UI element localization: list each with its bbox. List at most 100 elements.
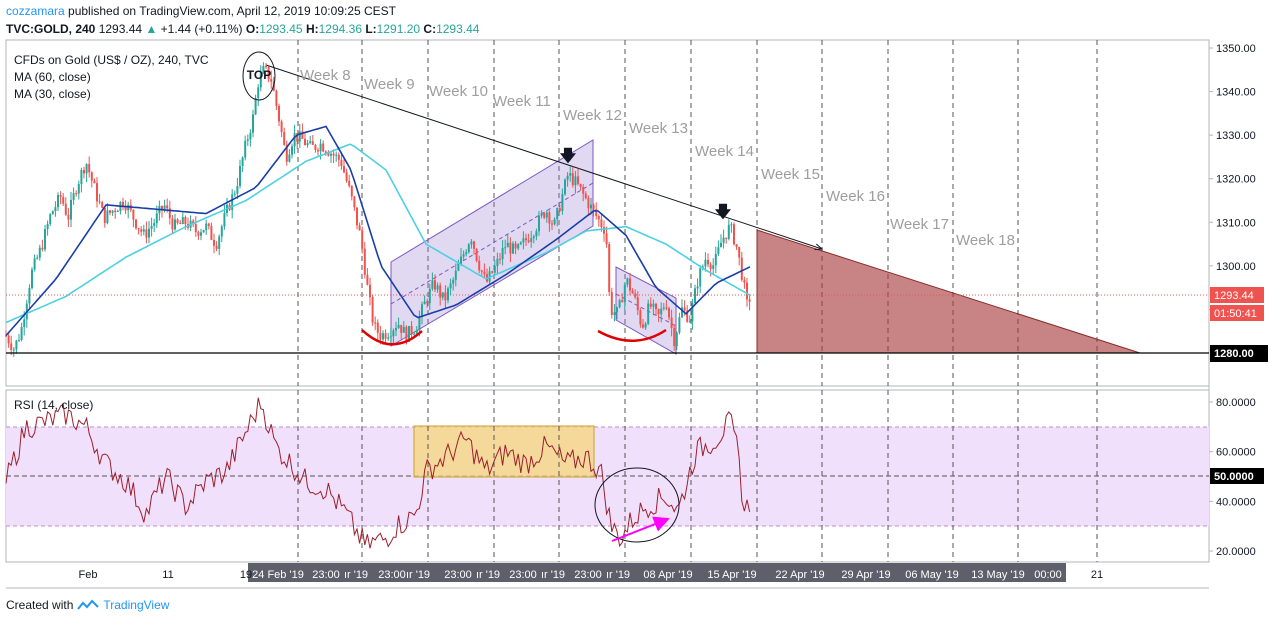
- divergence-arrow: [611, 516, 670, 542]
- candle-body: [371, 297, 374, 323]
- candle-body: [501, 247, 504, 260]
- candle-body: [174, 219, 176, 230]
- candle-body: [184, 217, 187, 225]
- week-label: Week 16: [826, 188, 885, 205]
- candle-body: [428, 288, 431, 304]
- candle-body: [452, 279, 455, 284]
- candle-body: [285, 144, 288, 162]
- candle-body: [462, 254, 465, 257]
- candle-body: [662, 307, 665, 309]
- candle-body: [171, 218, 174, 230]
- ma30-line: [5, 125, 751, 337]
- candle-body: [101, 202, 104, 208]
- rsi-line: [5, 397, 751, 549]
- candle-body: [70, 199, 72, 220]
- candle-body: [639, 310, 642, 325]
- time-label: 21: [1091, 569, 1103, 581]
- candle-body: [218, 236, 221, 249]
- candle-body: [93, 180, 96, 184]
- candle-body: [275, 90, 278, 106]
- candle-body: [168, 208, 171, 219]
- candle-body: [345, 172, 348, 181]
- rsi-tick-label: 80.0000: [1216, 397, 1256, 409]
- candle-body: [561, 194, 564, 211]
- price-axis: 1350.00 1340.00 1330.00 1320.00 1310.00 1300.…: [1209, 43, 1256, 316]
- candle-body: [551, 223, 553, 225]
- candle-body: [7, 335, 10, 344]
- tradingview-brand[interactable]: TradingView: [103, 598, 170, 612]
- candle-body: [400, 324, 403, 333]
- candle-body: [577, 176, 579, 184]
- candle-body: [465, 252, 468, 255]
- support-text: 1280.00: [1214, 348, 1254, 360]
- candle-body: [564, 179, 566, 195]
- candle-body: [363, 248, 366, 275]
- candle-body: [122, 201, 124, 207]
- author-name[interactable]: cozzamara: [6, 4, 65, 18]
- time-label: 00:00: [1034, 569, 1062, 581]
- candle-body: [488, 271, 491, 282]
- candle-body: [506, 242, 509, 248]
- candle-body: [670, 317, 673, 328]
- candle-body: [623, 284, 626, 303]
- time-label: 15 Apr '19: [707, 569, 756, 581]
- time-label: Feb: [79, 569, 98, 581]
- candle-body: [696, 286, 699, 289]
- publish-info: cozzamara published on TradingView.com, …: [6, 4, 396, 18]
- candle-body: [332, 153, 335, 156]
- candle-body: [330, 153, 332, 156]
- candle-body: [64, 203, 67, 215]
- ma30-legend: MA (30, close): [14, 87, 91, 101]
- week-label: Week 8: [300, 67, 351, 84]
- candle-body: [75, 193, 78, 195]
- candle-body: [267, 66, 270, 80]
- candle-body: [493, 266, 496, 273]
- tradingview-logo-icon: [77, 599, 100, 610]
- candle-body: [213, 239, 215, 246]
- candle-body: [397, 324, 400, 329]
- candle-body: [49, 214, 52, 224]
- candle-body: [236, 186, 239, 194]
- week-labels: Week 8 Week 9 Week 10 Week 11 Week 12 Week 13…: [300, 67, 1015, 249]
- time-label: ır '19: [344, 569, 368, 581]
- week-label: Week 14: [695, 143, 754, 160]
- candle-body: [18, 339, 20, 341]
- chart-title: CFDs on Gold (US$ / OZ), 240, TVC: [14, 53, 209, 67]
- candle-body: [387, 337, 390, 339]
- candle-body: [124, 206, 127, 211]
- candle-body: [317, 149, 319, 152]
- support-badge: [1210, 345, 1268, 362]
- candle-body: [252, 114, 254, 133]
- candle-body: [356, 207, 358, 226]
- candle-body: [644, 323, 647, 328]
- time-label: ır '19: [606, 569, 630, 581]
- time-label: 23:00: [509, 569, 537, 581]
- candle-body: [132, 209, 135, 220]
- divergence-circle: [594, 467, 680, 543]
- time-axis: Feb 11 19 24 Feb '19 23:00 ır '19 23:00 ır '19 2…: [79, 569, 1104, 581]
- candle-body: [148, 228, 150, 238]
- candle-body: [457, 264, 460, 271]
- candle-body: [239, 165, 241, 187]
- candle-body: [161, 206, 163, 210]
- candle-body: [140, 229, 143, 232]
- publish-text: published on TradingView.com, April 12, …: [64, 4, 397, 18]
- candle-body: [730, 224, 733, 226]
- cup-curve: [597, 328, 667, 342]
- time-label: 13 May '19: [971, 569, 1024, 581]
- time-label: 08 Apr '19: [643, 569, 692, 581]
- candle-body: [603, 227, 605, 234]
- top-label: TOP: [247, 68, 271, 82]
- high-label: H:: [305, 22, 319, 36]
- candle-body: [176, 219, 179, 223]
- rsi-mid-badge: [1210, 468, 1264, 484]
- candle-body: [496, 258, 499, 267]
- candle-body: [350, 185, 353, 197]
- candle-body: [683, 307, 686, 311]
- candle-body: [324, 151, 327, 154]
- candle-body: [395, 328, 397, 331]
- candle-body: [5, 335, 7, 337]
- candle-body: [358, 225, 361, 231]
- candle-body: [597, 216, 600, 220]
